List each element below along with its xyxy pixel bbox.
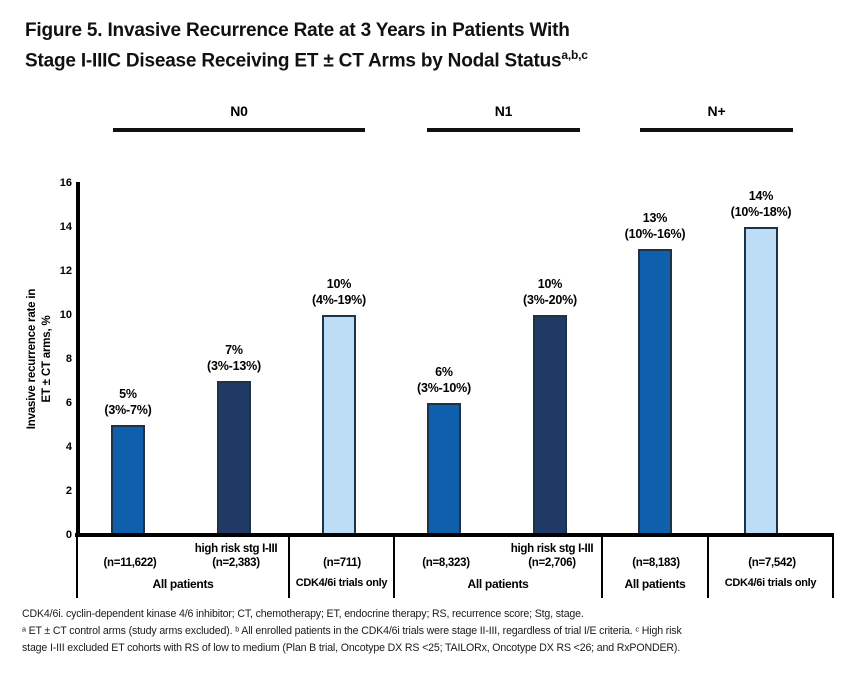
y-tick-label: 10 — [59, 309, 72, 321]
footnote-notes-line1: ᵃ ET ± CT control arms (study arms exclu… — [22, 625, 682, 638]
figure-title-line2: Stage I-IIIC Disease Receiving ET ± CT A… — [25, 50, 562, 72]
category-box-n0-all-patients: (n=11,622) high risk stg I-III (n=2,383)… — [76, 537, 288, 598]
bar-data-label: 7% (3%-13%) — [207, 342, 261, 373]
group-underline-n0 — [113, 128, 365, 132]
bar-n0-all-patients: 5% (3%-7%) — [68, 183, 188, 535]
x-axis-line — [75, 533, 834, 537]
bar-data-label: 13% (10%-16%) — [624, 210, 686, 241]
bar-data-label: 14% (10%-18%) — [730, 188, 792, 219]
figure-title: Figure 5. Invasive Recurrence Rate at 3 … — [25, 16, 825, 77]
y-tick-label: 4 — [65, 441, 72, 453]
bar-nplus-cdk46-trials: 14% (10%-18%) — [701, 183, 821, 535]
bar-rect — [217, 381, 251, 535]
y-tick-label: 2 — [65, 485, 72, 497]
group-label-nplus: N+ — [707, 103, 726, 119]
bar-n1-all-patients: 6% (3%-10%) — [384, 183, 504, 535]
footnote-abbreviations: CDK4/6i. cyclin-dependent kinase 4/6 inh… — [22, 608, 584, 620]
category-box-n0-cdk46: (n=711) CDK4/6i trials only — [288, 537, 393, 598]
y-tick-label: 6 — [65, 397, 72, 409]
bar-data-label: 5% (3%-7%) — [104, 386, 152, 417]
bar-data-label: 10% (3%-20%) — [523, 276, 577, 307]
subgroup-label: high risk stg I-III — [194, 543, 278, 555]
y-tick-label: 14 — [59, 221, 72, 233]
category-label: All patients — [467, 577, 529, 591]
y-axis-line — [76, 182, 80, 537]
n-label: (n=8,323) — [422, 557, 470, 569]
category-label: CDK4/6i trials only — [295, 577, 388, 589]
y-tick-label: 16 — [59, 177, 72, 189]
group-header-n1: N1 — [427, 103, 580, 132]
category-box-nplus-cdk46: (n=7,542) CDK4/6i trials only — [707, 537, 834, 598]
category-label: All patients — [624, 577, 686, 591]
category-label: All patients — [152, 577, 214, 591]
bar-data-label: 10% (4%-19%) — [312, 276, 366, 307]
figure-title-line1: Figure 5. Invasive Recurrence Rate at 3 … — [25, 20, 570, 41]
bar-data-label: 6% (3%-10%) — [417, 364, 471, 395]
n-label: (n=11,622) — [103, 557, 157, 569]
n-label: (n=2,706) — [528, 557, 576, 569]
footnotes: CDK4/6i. cyclin-dependent kinase 4/6 inh… — [22, 606, 834, 657]
n-label: (n=2,383) — [212, 557, 260, 569]
group-header-n0: N0 — [113, 103, 365, 132]
subgroup-label: high risk stg I-III — [510, 543, 594, 555]
bar-rect — [533, 315, 567, 535]
group-underline-nplus — [640, 128, 793, 132]
n-label: (n=7,542) — [748, 557, 796, 569]
y-tick-label: 8 — [65, 353, 72, 365]
group-label-n1: N1 — [494, 103, 513, 119]
footnote-notes-line2: stage I-III excluded ET cohorts with RS … — [22, 642, 681, 655]
bar-rect — [322, 315, 356, 535]
bar-n1-high-risk: 10% (3%-20%) — [490, 183, 610, 535]
group-label-n0: N0 — [230, 103, 248, 119]
bar-nplus-all-patients: 13% (10%-16%) — [595, 183, 715, 535]
bar-rect — [744, 227, 778, 535]
bar-rect — [638, 249, 672, 535]
group-header-nplus: N+ — [640, 103, 793, 132]
bar-n0-cdk46-trials: 10% (4%-19%) — [279, 183, 399, 535]
n-label: (n=8,183) — [632, 557, 680, 569]
bar-n0-high-risk: 7% (3%-13%) — [174, 183, 294, 535]
category-box-n1-all-patients: (n=8,323) high risk stg I-III (n=2,706) … — [393, 537, 601, 598]
y-tick-label: 12 — [59, 265, 72, 277]
bar-rect — [427, 403, 461, 535]
bar-rect — [111, 425, 145, 535]
category-label: CDK4/6i trials only — [724, 577, 817, 589]
category-box-nplus-all-patients: (n=8,183) All patients — [601, 537, 707, 598]
figure-title-superscript: a,b,c — [561, 48, 588, 63]
n-label: (n=711) — [323, 557, 361, 569]
group-underline-n1 — [427, 128, 580, 132]
y-tick-label: 0 — [65, 529, 72, 541]
